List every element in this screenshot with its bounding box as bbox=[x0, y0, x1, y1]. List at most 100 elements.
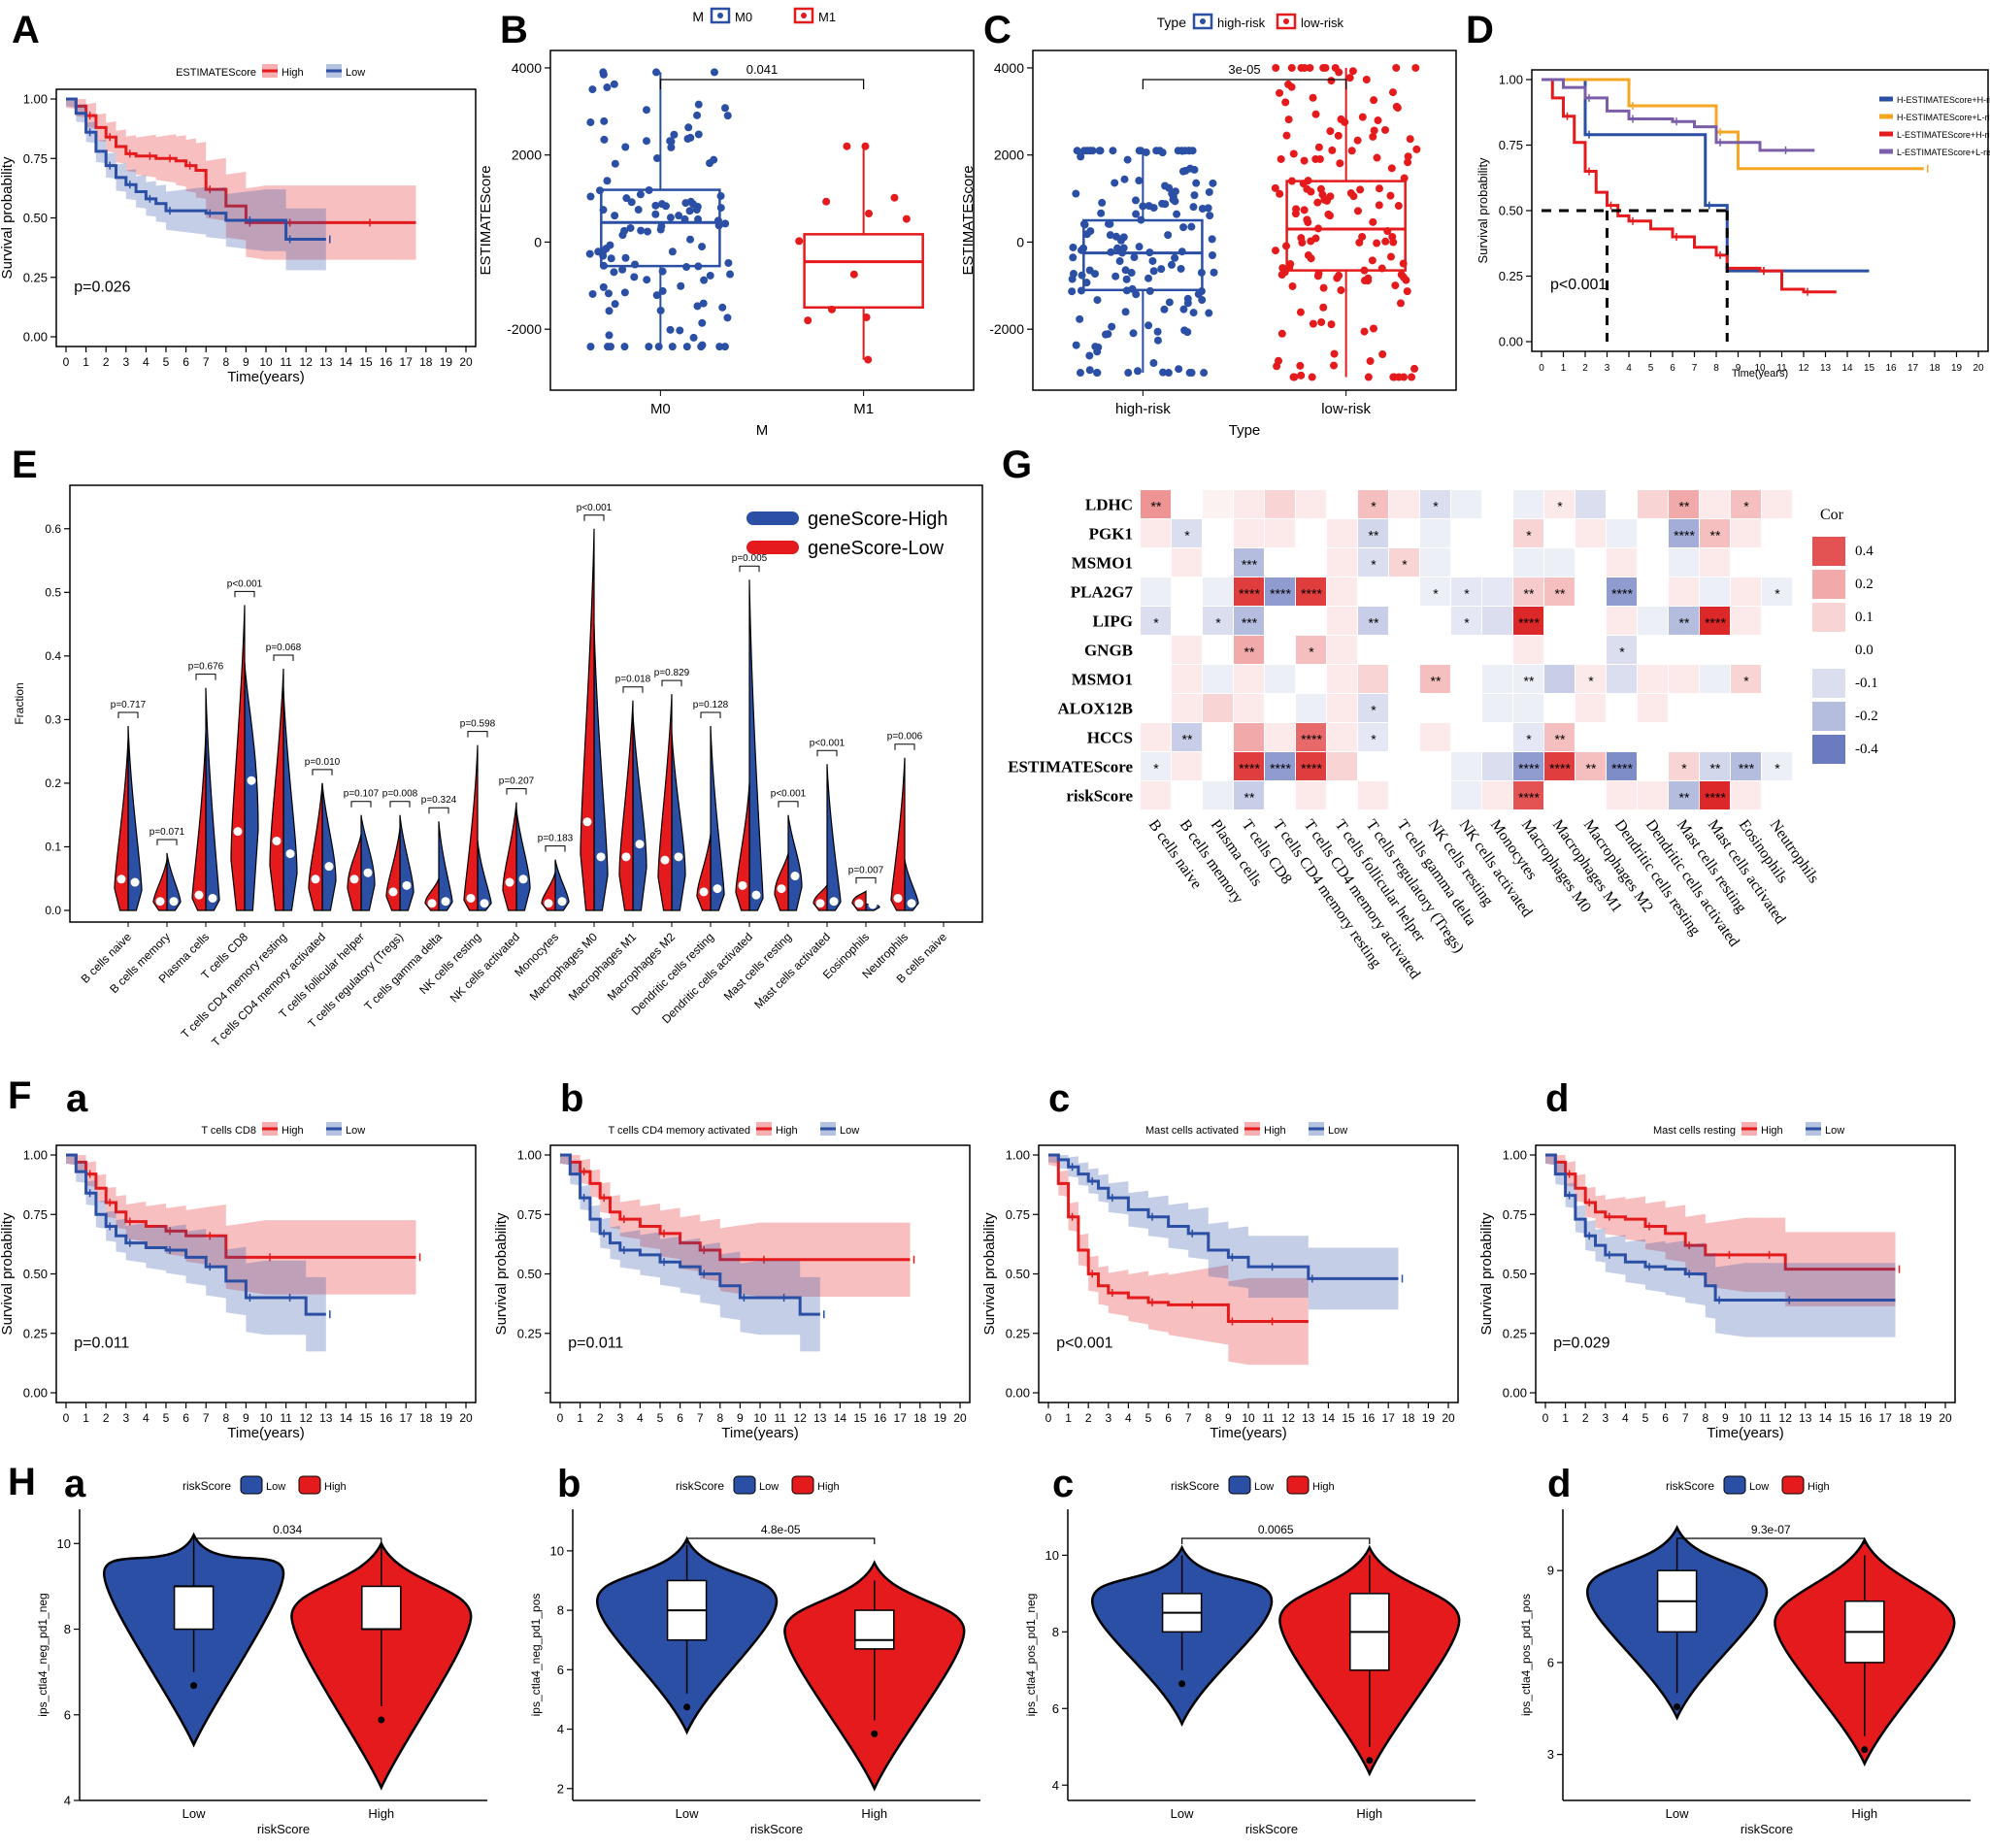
heatmap-cell bbox=[1762, 519, 1792, 547]
x-tick-label: 16 bbox=[1362, 1411, 1376, 1425]
data-point bbox=[1149, 359, 1158, 368]
heatmap-cell bbox=[1265, 607, 1295, 635]
plot-frame bbox=[549, 50, 975, 391]
data-point bbox=[652, 154, 661, 163]
row-label: PLA2G7 bbox=[1071, 582, 1134, 601]
x-tick-label: 19 bbox=[1919, 1411, 1933, 1425]
significance-bracket bbox=[1676, 1537, 1866, 1544]
heatmap-cell bbox=[1203, 781, 1233, 809]
data-point bbox=[1335, 68, 1343, 77]
x-tick-label: 20 bbox=[953, 1411, 967, 1425]
data-point bbox=[686, 197, 695, 206]
x-tick-label: 1 bbox=[577, 1411, 583, 1425]
violin-median-dot bbox=[868, 900, 878, 909]
data-point bbox=[1399, 259, 1408, 268]
x-tick-label: 0 bbox=[1539, 363, 1544, 374]
heatmap-cell bbox=[1296, 665, 1326, 693]
legend-label: L-ESTIMATEScore+H-riskScore bbox=[1897, 130, 1990, 140]
data-point bbox=[694, 262, 703, 271]
y-tick-label: 0.3 bbox=[45, 713, 61, 727]
heatmap-cell bbox=[1265, 694, 1295, 722]
p-value: p=0.026 bbox=[74, 279, 130, 295]
data-point bbox=[658, 286, 667, 295]
data-point bbox=[710, 68, 718, 77]
violin-half bbox=[463, 744, 479, 911]
panel-letter-e: E bbox=[12, 444, 38, 486]
heatmap-cell bbox=[1638, 578, 1668, 606]
x-tick-label: 14 bbox=[340, 1411, 353, 1425]
data-point bbox=[1309, 93, 1317, 102]
x-tick-label: 16 bbox=[874, 1411, 887, 1425]
data-point bbox=[588, 289, 597, 298]
survival-curve bbox=[66, 97, 416, 224]
data-point bbox=[693, 302, 702, 311]
data-point bbox=[1204, 204, 1212, 213]
heatmap-cell bbox=[1389, 490, 1419, 518]
heatmap-cell bbox=[1203, 752, 1233, 780]
heatmap-cell bbox=[1296, 578, 1326, 606]
heatmap-cell bbox=[1700, 694, 1730, 722]
x-tick-label: 20 bbox=[1973, 363, 1984, 374]
legend-label: geneScore-High bbox=[808, 509, 948, 530]
heatmap-cell bbox=[1420, 490, 1450, 518]
x-tick-label: 15 bbox=[359, 355, 373, 369]
x-tick-label: 9 bbox=[1225, 1411, 1232, 1425]
y-tick-label: 0.75 bbox=[1503, 1207, 1527, 1222]
x-tick-label: High bbox=[1851, 1806, 1877, 1821]
heatmap-cell bbox=[1638, 636, 1668, 664]
data-point bbox=[636, 190, 645, 199]
data-point bbox=[1178, 167, 1187, 176]
data-point bbox=[1086, 227, 1095, 236]
y-tick-label: 0.00 bbox=[1499, 335, 1523, 349]
heatmap-cell bbox=[1358, 607, 1388, 635]
significance-bracket bbox=[659, 79, 865, 89]
x-tick-label: 8 bbox=[222, 355, 229, 369]
data-point bbox=[599, 206, 608, 214]
violin-median-dot bbox=[466, 893, 476, 903]
data-point bbox=[643, 137, 651, 146]
heatmap-cell bbox=[1762, 694, 1792, 722]
legend-title: riskScore bbox=[182, 1479, 231, 1493]
p-value: p=0.018 bbox=[615, 675, 651, 685]
data-point bbox=[1358, 113, 1367, 121]
y-axis-label: Survival probability bbox=[0, 156, 16, 279]
plot-frame bbox=[69, 484, 983, 923]
data-point bbox=[684, 123, 693, 132]
heatmap-cell bbox=[1575, 578, 1606, 606]
significance-bracket bbox=[195, 674, 216, 680]
y-tick-label: 2 bbox=[557, 1781, 564, 1796]
heatmap-cell bbox=[1482, 781, 1512, 809]
y-tick-label: 0.50 bbox=[517, 1267, 542, 1281]
data-point bbox=[1368, 256, 1376, 265]
significance-stars: **** bbox=[1301, 586, 1322, 602]
y-tick-label: 3 bbox=[1547, 1747, 1554, 1762]
data-point bbox=[604, 289, 613, 298]
heatmap-cell bbox=[1234, 665, 1264, 693]
x-axis-label: Time(years) bbox=[1707, 1425, 1783, 1441]
data-point bbox=[693, 111, 702, 119]
legend-swatch-dot bbox=[717, 13, 723, 18]
heatmap-cell bbox=[1669, 519, 1699, 547]
y-tick-label: 8 bbox=[557, 1603, 564, 1618]
heatmap-cell bbox=[1482, 665, 1512, 693]
violin-median-dot bbox=[272, 836, 282, 845]
data-point bbox=[1148, 256, 1157, 265]
legend-swatch-dot bbox=[1283, 18, 1289, 24]
data-point bbox=[1068, 287, 1077, 296]
violin-median-dot bbox=[194, 890, 204, 900]
heatmap-cell bbox=[1607, 665, 1637, 693]
violin-half bbox=[166, 852, 182, 911]
y-tick-label: 0.25 bbox=[23, 1326, 48, 1340]
median-survival-lines bbox=[1542, 209, 1729, 342]
data-point bbox=[1078, 271, 1086, 280]
p-value: 4.8e-05 bbox=[761, 1523, 801, 1536]
data-point bbox=[586, 118, 595, 127]
outlier-point bbox=[190, 1682, 198, 1690]
data-point bbox=[1360, 277, 1369, 285]
heatmap-cell bbox=[1172, 519, 1202, 547]
km-panel-fb: T cells CD4 memory activated High Low 0.25 0… bbox=[493, 1122, 971, 1441]
data-point bbox=[1403, 287, 1411, 296]
data-point bbox=[1079, 219, 1088, 228]
violin-median-dot bbox=[155, 897, 165, 907]
data-point bbox=[1144, 202, 1153, 211]
